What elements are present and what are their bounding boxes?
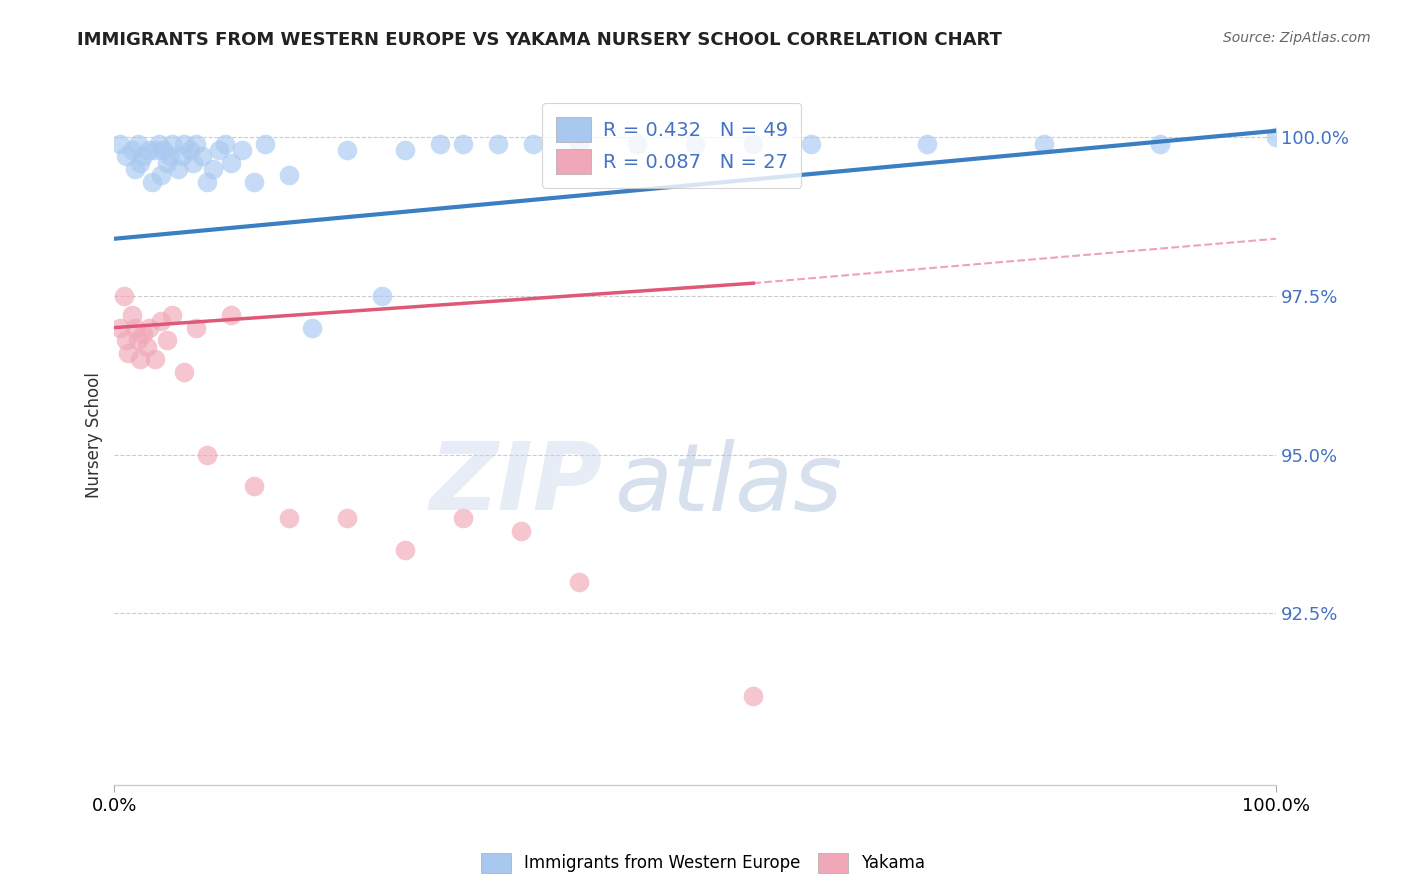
Point: [138, 320, 160, 334]
Point: [1032, 136, 1054, 151]
Point: [149, 314, 172, 328]
Point: [129, 155, 152, 169]
Point: [568, 574, 591, 589]
Point: [917, 136, 939, 151]
Point: [124, 320, 146, 334]
Legend: Immigrants from Western Europe, Yakama: Immigrants from Western Europe, Yakama: [474, 847, 932, 880]
Point: [143, 143, 166, 157]
Point: [110, 320, 132, 334]
Text: Source: ZipAtlas.com: Source: ZipAtlas.com: [1223, 31, 1371, 45]
Point: [277, 168, 299, 182]
Point: [243, 479, 266, 493]
Point: [124, 161, 146, 176]
Point: [336, 511, 359, 525]
Point: [510, 524, 533, 538]
Point: [115, 334, 138, 348]
Point: [742, 689, 765, 703]
Y-axis label: Nursery School: Nursery School: [86, 373, 103, 499]
Point: [184, 136, 207, 151]
Point: [138, 143, 160, 157]
Point: [156, 334, 179, 348]
Point: [121, 308, 143, 322]
Legend: R = 0.432   N = 49, R = 0.087   N = 27: R = 0.432 N = 49, R = 0.087 N = 27: [543, 103, 801, 188]
Point: [117, 346, 139, 360]
Point: [156, 155, 179, 169]
Point: [301, 320, 323, 334]
Point: [159, 149, 181, 163]
Point: [127, 136, 149, 151]
Point: [179, 143, 201, 157]
Point: [136, 340, 159, 354]
Point: [231, 143, 253, 157]
Point: [568, 136, 591, 151]
Point: [195, 448, 218, 462]
Point: [173, 136, 195, 151]
Point: [451, 511, 474, 525]
Point: [214, 136, 236, 151]
Point: [184, 320, 207, 334]
Point: [202, 161, 225, 176]
Point: [394, 143, 416, 157]
Point: [429, 136, 451, 151]
Point: [143, 352, 166, 367]
Point: [132, 326, 155, 341]
Point: [129, 352, 152, 367]
Point: [183, 155, 205, 169]
Point: [162, 136, 184, 151]
Point: [121, 143, 143, 157]
Point: [208, 143, 231, 157]
Point: [370, 289, 392, 303]
Point: [152, 143, 174, 157]
Point: [115, 149, 138, 163]
Text: ZIP: ZIP: [429, 439, 602, 531]
Point: [277, 511, 299, 525]
Point: [141, 175, 163, 189]
Text: atlas: atlas: [614, 439, 842, 530]
Point: [451, 136, 474, 151]
Point: [173, 365, 195, 379]
Point: [148, 136, 170, 151]
Point: [394, 542, 416, 557]
Point: [167, 161, 190, 176]
Point: [486, 136, 509, 151]
Point: [243, 175, 266, 189]
Point: [1149, 136, 1171, 151]
Point: [219, 308, 242, 322]
Point: [110, 136, 132, 151]
Point: [162, 308, 184, 322]
Point: [254, 136, 277, 151]
Point: [195, 175, 218, 189]
Point: [112, 289, 135, 303]
Point: [132, 149, 155, 163]
Point: [190, 149, 212, 163]
Point: [742, 136, 765, 151]
Point: [626, 136, 648, 151]
Point: [336, 143, 359, 157]
Point: [800, 136, 823, 151]
Point: [219, 155, 242, 169]
Text: IMMIGRANTS FROM WESTERN EUROPE VS YAKAMA NURSERY SCHOOL CORRELATION CHART: IMMIGRANTS FROM WESTERN EUROPE VS YAKAMA…: [77, 31, 1002, 49]
Point: [683, 136, 706, 151]
Point: [149, 168, 172, 182]
Point: [522, 136, 544, 151]
Point: [127, 334, 149, 348]
Point: [1265, 130, 1288, 145]
Point: [170, 149, 193, 163]
